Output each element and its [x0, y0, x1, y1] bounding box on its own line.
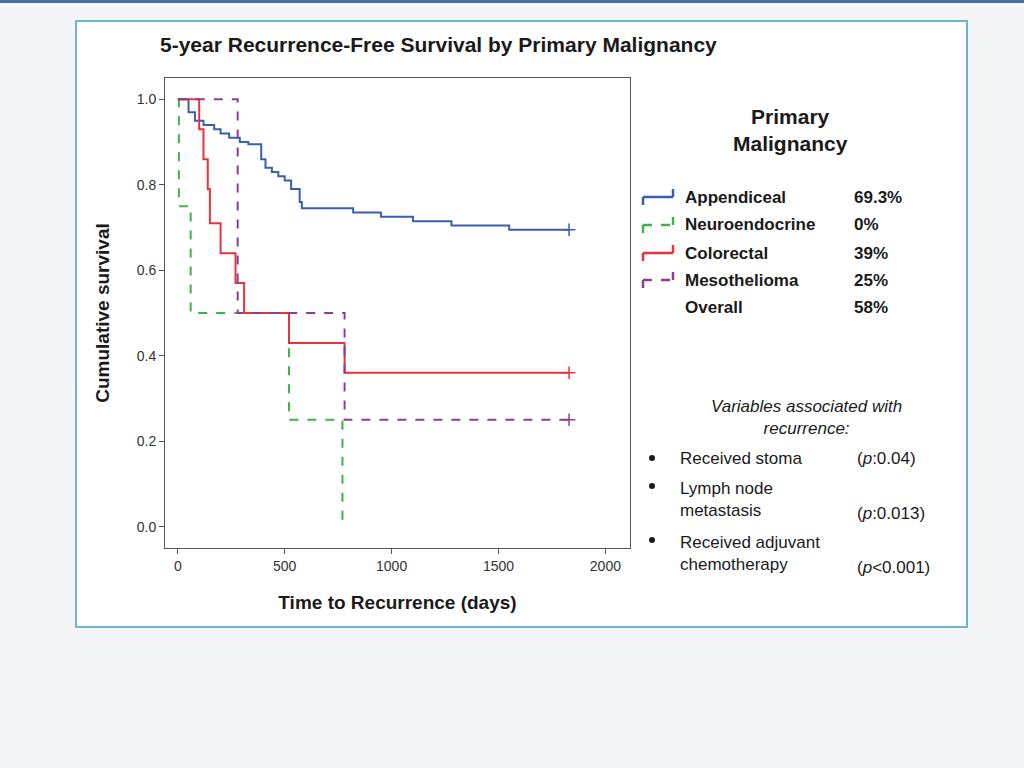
- svg-text:1000: 1000: [376, 558, 407, 574]
- svg-text:58%: 58%: [854, 298, 888, 317]
- svg-text:5-year Recurrence-Free Surviva: 5-year Recurrence-Free Survival by Prima…: [160, 33, 717, 56]
- svg-text:Variables associated withrecur: Variables associated withrecurrence:: [711, 397, 902, 438]
- svg-text:1.0: 1.0: [137, 91, 157, 107]
- svg-text:(p:0.04): (p:0.04): [857, 449, 916, 468]
- svg-text:(p:0.013): (p:0.013): [857, 504, 925, 523]
- svg-text:Lymph nodemetastasis: Lymph nodemetastasis: [680, 479, 773, 520]
- svg-text:Colorectal: Colorectal: [685, 244, 768, 263]
- svg-text:1500: 1500: [483, 558, 514, 574]
- svg-text:Cumulative survival: Cumulative survival: [92, 223, 113, 403]
- svg-text:PrimaryMalignancy: PrimaryMalignancy: [733, 105, 848, 155]
- svg-text:0.2: 0.2: [137, 433, 157, 449]
- svg-text:0: 0: [174, 558, 182, 574]
- svg-text:0.6: 0.6: [137, 262, 157, 278]
- svg-text:Time to Recurrence (days): Time to Recurrence (days): [278, 592, 516, 613]
- svg-text:0.8: 0.8: [137, 177, 157, 193]
- svg-text:0%: 0%: [854, 215, 879, 234]
- svg-text:(p<0.001): (p<0.001): [857, 558, 930, 577]
- svg-text:500: 500: [273, 558, 297, 574]
- svg-text:Received stoma: Received stoma: [680, 449, 802, 468]
- svg-text:0.0: 0.0: [137, 519, 157, 535]
- svg-text:Overall: Overall: [685, 298, 743, 317]
- svg-text:69.3%: 69.3%: [854, 188, 902, 207]
- svg-text:Mesothelioma: Mesothelioma: [685, 271, 799, 290]
- svg-text:25%: 25%: [854, 271, 888, 290]
- svg-text:Received adjuvantchemotherapy: Received adjuvantchemotherapy: [680, 533, 820, 574]
- svg-text:Appendiceal: Appendiceal: [685, 188, 786, 207]
- svg-text:39%: 39%: [854, 244, 888, 263]
- svg-text:Neuroendocrine: Neuroendocrine: [685, 215, 815, 234]
- svg-text:2000: 2000: [590, 558, 621, 574]
- svg-text:0.4: 0.4: [137, 348, 157, 364]
